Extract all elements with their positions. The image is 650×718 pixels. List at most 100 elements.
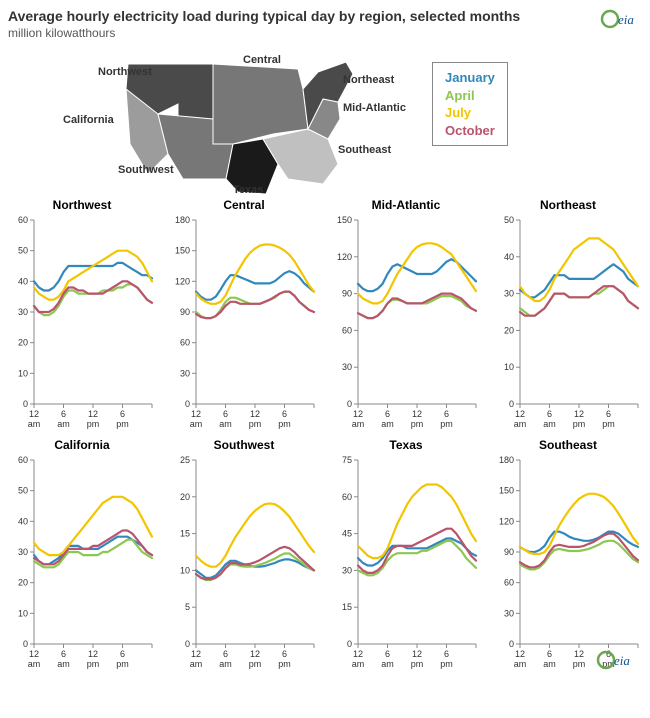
svg-text:180: 180 <box>175 215 190 225</box>
svg-text:am: am <box>190 419 203 429</box>
series-october <box>196 547 314 579</box>
svg-text:12: 12 <box>574 649 584 659</box>
svg-text:12: 12 <box>412 649 422 659</box>
svg-text:0: 0 <box>185 399 190 409</box>
map-label-california: California <box>63 114 114 126</box>
svg-text:12: 12 <box>191 409 201 419</box>
svg-text:6: 6 <box>547 649 552 659</box>
month-legend: JanuaryAprilJulyOctober <box>432 62 508 146</box>
svg-text:20: 20 <box>18 338 28 348</box>
svg-text:am: am <box>57 659 70 669</box>
series-october <box>34 531 152 565</box>
us-region-map: NorthwestCentralNortheastMid-AtlanticCal… <box>8 44 428 194</box>
svg-text:60: 60 <box>180 338 190 348</box>
svg-text:30: 30 <box>18 307 28 317</box>
chart-central: Central030609012015018012am6am12pm6pm <box>170 198 318 434</box>
chart-mid-atlantic: Mid-Atlantic030609012015012am6am12pm6pm <box>332 198 480 434</box>
svg-text:0: 0 <box>185 639 190 649</box>
chart-california: California010203040506012am6am12pm6pm <box>8 438 156 674</box>
svg-text:150: 150 <box>175 246 190 256</box>
chart-southeast: Southeast030609012015018012am6am12pm6pm <box>494 438 642 674</box>
svg-text:5: 5 <box>185 602 190 612</box>
legend-item-july: July <box>445 104 495 122</box>
svg-text:am: am <box>514 419 527 429</box>
svg-text:pm: pm <box>249 659 262 669</box>
series-october <box>358 529 476 573</box>
svg-text:6: 6 <box>223 649 228 659</box>
svg-text:0: 0 <box>23 639 28 649</box>
eia-logo-bottom: eia <box>596 647 636 678</box>
svg-text:6: 6 <box>444 409 449 419</box>
chart-texas: Texas0153045607512am6am12pm6pm <box>332 438 480 674</box>
svg-text:10: 10 <box>504 362 514 372</box>
svg-text:60: 60 <box>504 578 514 588</box>
svg-text:pm: pm <box>116 659 129 669</box>
series-october <box>34 281 152 312</box>
svg-text:12: 12 <box>29 649 39 659</box>
svg-text:20: 20 <box>18 578 28 588</box>
svg-text:12: 12 <box>353 649 363 659</box>
map-label-texas: Texas <box>233 184 263 196</box>
svg-text:pm: pm <box>249 419 262 429</box>
svg-text:am: am <box>219 419 232 429</box>
svg-text:10: 10 <box>18 608 28 618</box>
svg-text:am: am <box>381 419 394 429</box>
chart-title: California <box>8 438 156 452</box>
series-october <box>358 294 476 319</box>
svg-text:12: 12 <box>353 409 363 419</box>
svg-text:15: 15 <box>342 602 352 612</box>
map-label-southwest: Southwest <box>118 164 174 176</box>
svg-text:am: am <box>28 419 41 429</box>
chart-southwest: Southwest051015202512am6am12pm6pm <box>170 438 318 674</box>
chart-title: Central <box>170 198 318 212</box>
svg-text:12: 12 <box>250 409 260 419</box>
svg-text:pm: pm <box>573 659 586 669</box>
page-title: Average hourly electricity load during t… <box>8 8 642 24</box>
svg-text:am: am <box>219 659 232 669</box>
chart-title: Mid-Atlantic <box>332 198 480 212</box>
svg-text:12: 12 <box>88 649 98 659</box>
svg-text:12: 12 <box>412 409 422 419</box>
svg-text:30: 30 <box>180 368 190 378</box>
svg-text:90: 90 <box>342 289 352 299</box>
svg-text:12: 12 <box>88 409 98 419</box>
svg-text:am: am <box>352 419 365 429</box>
svg-text:0: 0 <box>23 399 28 409</box>
svg-text:150: 150 <box>499 486 514 496</box>
svg-text:6: 6 <box>282 409 287 419</box>
svg-text:am: am <box>381 659 394 669</box>
svg-text:pm: pm <box>87 659 100 669</box>
svg-text:40: 40 <box>18 276 28 286</box>
svg-text:6: 6 <box>547 409 552 419</box>
svg-text:75: 75 <box>342 455 352 465</box>
page-subtitle: million kilowatthours <box>8 26 642 40</box>
svg-text:20: 20 <box>180 492 190 502</box>
legend-item-january: January <box>445 69 495 87</box>
svg-text:60: 60 <box>342 492 352 502</box>
svg-text:20: 20 <box>504 325 514 335</box>
chart-northeast: Northeast0102030405012am6am12pm6pm <box>494 198 642 434</box>
legend-item-october: October <box>445 122 495 140</box>
svg-text:pm: pm <box>602 419 615 429</box>
svg-text:50: 50 <box>504 215 514 225</box>
svg-text:am: am <box>543 659 556 669</box>
series-january <box>196 271 314 300</box>
svg-text:0: 0 <box>509 639 514 649</box>
svg-text:30: 30 <box>342 565 352 575</box>
svg-text:am: am <box>514 659 527 669</box>
svg-text:120: 120 <box>499 516 514 526</box>
map-label-central: Central <box>243 54 281 66</box>
svg-text:12: 12 <box>515 409 525 419</box>
svg-text:12: 12 <box>250 649 260 659</box>
svg-text:6: 6 <box>61 409 66 419</box>
svg-text:am: am <box>28 659 41 669</box>
svg-text:45: 45 <box>342 529 352 539</box>
svg-text:eia: eia <box>618 12 634 27</box>
svg-text:150: 150 <box>337 215 352 225</box>
svg-text:90: 90 <box>180 307 190 317</box>
series-april <box>358 296 476 318</box>
svg-text:6: 6 <box>385 649 390 659</box>
chart-title: Texas <box>332 438 480 452</box>
svg-text:6: 6 <box>61 649 66 659</box>
svg-text:25: 25 <box>180 455 190 465</box>
